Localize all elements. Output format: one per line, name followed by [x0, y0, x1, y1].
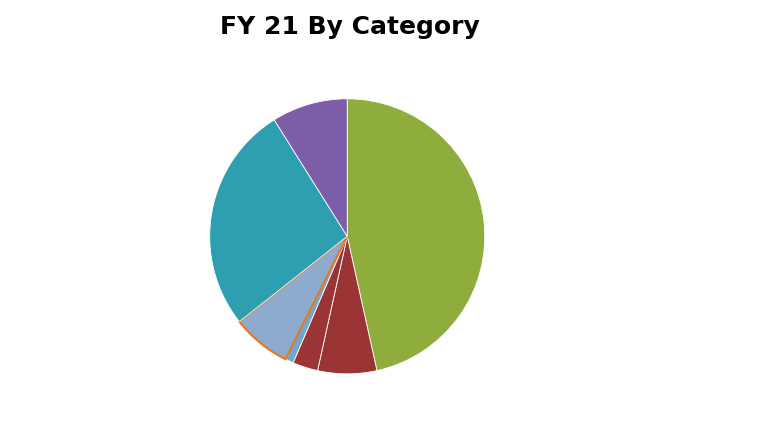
Title: FY 21 By Category: FY 21 By Category	[220, 15, 480, 39]
Wedge shape	[318, 236, 377, 374]
Wedge shape	[285, 236, 347, 363]
Wedge shape	[210, 120, 347, 322]
Wedge shape	[347, 99, 485, 371]
Wedge shape	[274, 99, 347, 236]
Wedge shape	[293, 236, 347, 371]
Wedge shape	[239, 236, 347, 359]
